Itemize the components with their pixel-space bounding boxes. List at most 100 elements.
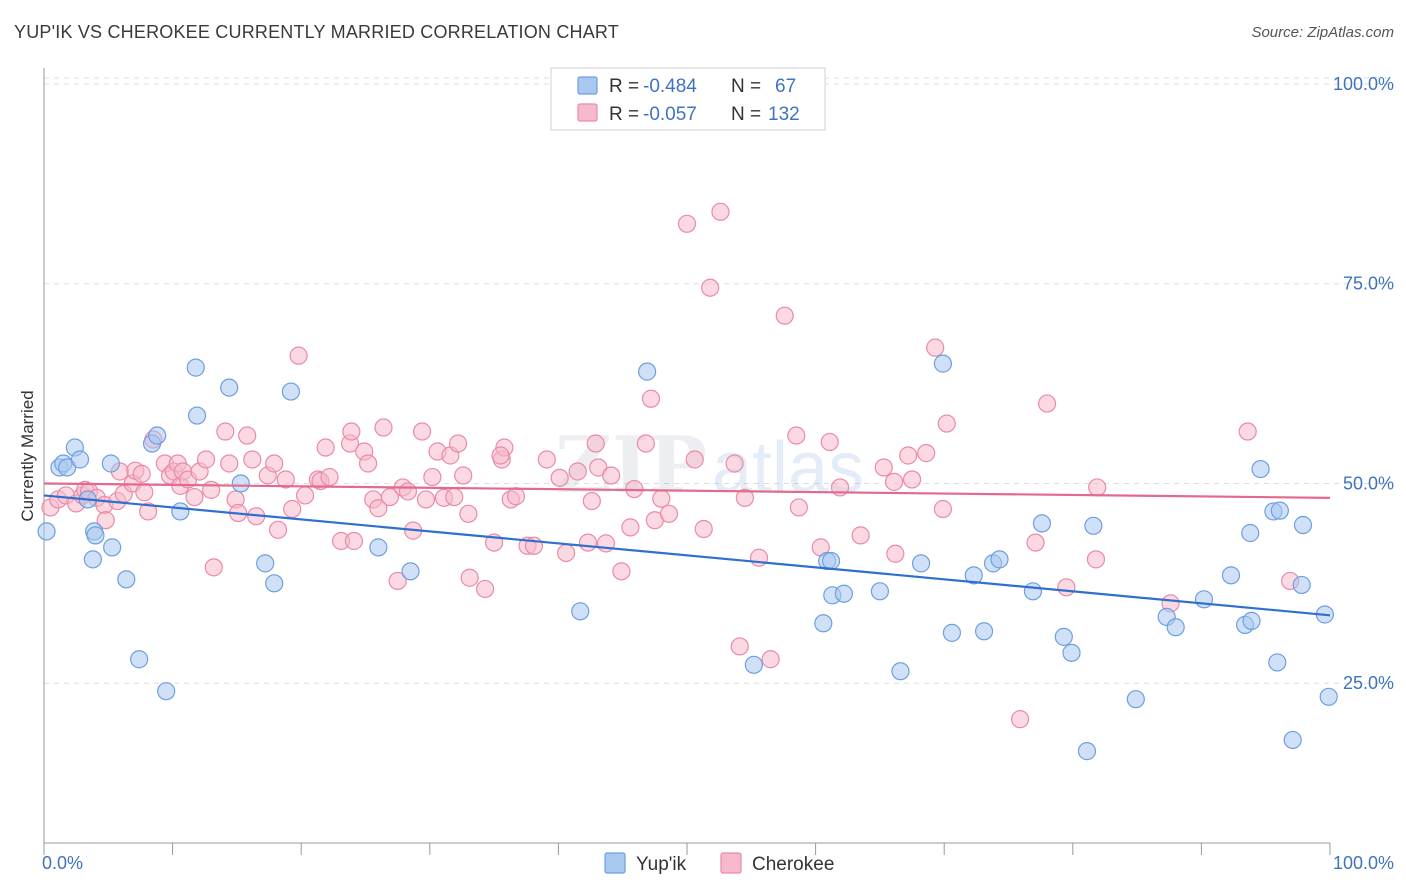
cherokee-point-56	[369, 499, 388, 518]
cherokee-point-61	[398, 482, 418, 501]
cherokee-point-103	[694, 519, 713, 539]
y-tick-label-1: 50.0%	[1343, 473, 1394, 493]
cherokee-point-108	[735, 488, 754, 507]
yupik-point-43	[990, 550, 1009, 569]
cherokee-point-131	[1086, 550, 1106, 569]
cherokee-point-86	[568, 462, 587, 481]
yupik-point-36	[891, 662, 910, 681]
chart-title: YUP'IK VS CHEROKEE CURRENTLY MARRIED COR…	[14, 22, 620, 42]
cherokee-point-17	[139, 502, 158, 521]
yupik-point-23	[265, 574, 284, 593]
cherokee-point-107	[730, 637, 749, 656]
yupik-point-54	[1221, 566, 1241, 585]
yupik-point-21	[231, 474, 250, 493]
cherokee-point-29	[202, 480, 221, 499]
bottom-legend: Yup'ik Cherokee	[604, 852, 834, 875]
yupik-point-50	[1126, 690, 1145, 709]
cherokee-point-111	[775, 306, 794, 325]
cherokee-point-78	[491, 446, 510, 465]
yupik-point-19	[187, 406, 207, 425]
legend-n-label-cherokee: N =	[731, 104, 761, 125]
cherokee-point-72	[459, 504, 478, 523]
cherokee-point-65	[423, 467, 442, 487]
yupik-point-40	[964, 566, 983, 585]
cherokee-point-51	[342, 422, 361, 441]
yupik-point-37	[911, 554, 931, 573]
cherokee-point-41	[276, 470, 295, 489]
yupik-point-41	[974, 622, 994, 641]
cherokee-point-43	[289, 346, 308, 365]
cherokee-point-132	[1088, 478, 1107, 497]
cherokee-point-122	[902, 470, 922, 489]
cherokee-point-102	[685, 450, 704, 469]
legend-r-label-cherokee: R =	[609, 104, 639, 125]
cherokee-point-125	[933, 499, 953, 519]
yupik-point-27	[571, 602, 590, 621]
cherokee-point-48	[320, 467, 339, 487]
cherokee-point-84	[557, 543, 576, 563]
yupik-point-17	[171, 502, 190, 521]
yupik-point-0	[37, 522, 56, 541]
cherokee-point-47	[316, 438, 335, 457]
legend-row-cherokee: R = -0.057 N = 132	[609, 104, 800, 125]
yupik-point-45	[1032, 514, 1052, 533]
cherokee-point-15	[132, 464, 151, 483]
cherokee-point-64	[416, 490, 436, 509]
yupik-points	[37, 354, 1338, 761]
cherokee-point-73	[460, 568, 479, 587]
yupik-point-24	[281, 382, 301, 401]
yupik-point-9	[86, 526, 105, 545]
cherokee-point-123	[917, 444, 936, 463]
yupik-point-28	[638, 362, 657, 381]
cherokee-point-59	[388, 571, 407, 591]
cherokee-point-126	[937, 414, 956, 433]
cherokee-point-118	[874, 458, 893, 477]
yupik-point-16	[157, 682, 176, 701]
cherokee-point-128	[1026, 533, 1045, 552]
cherokee-point-113	[789, 498, 808, 517]
yupik-point-47	[1062, 643, 1081, 662]
cherokee-point-16	[135, 483, 154, 502]
bottom-legend-label-cherokee: Cherokee	[752, 854, 834, 875]
yupik-point-25	[369, 538, 388, 557]
cherokee-point-57	[374, 418, 393, 437]
legend-r-label-yupik: R =	[609, 76, 639, 97]
bottom-legend-label-yupik: Yup'ik	[636, 854, 687, 875]
cherokee-point-130	[1057, 578, 1076, 597]
cherokee-point-119	[884, 472, 904, 491]
cherokee-point-80	[506, 487, 526, 506]
yupik-point-56	[1242, 611, 1261, 630]
legend-n-label-yupik: N =	[731, 76, 761, 97]
yupik-point-31	[814, 614, 833, 633]
cherokee-point-39	[265, 454, 284, 473]
cherokee-point-26	[185, 487, 204, 507]
cherokee-point-42	[283, 499, 302, 519]
yupik-point-8	[83, 550, 102, 569]
yupik-point-38	[933, 354, 953, 373]
legend-row-yupik: R = -0.484 N = 67	[609, 76, 796, 97]
cherokee-point-30	[204, 558, 223, 577]
legend-n-value-cherokee: 132	[768, 104, 800, 125]
x-tick-label-min: 0.0%	[42, 853, 83, 873]
yupik-point-60	[1270, 501, 1289, 520]
yupik-point-22	[256, 554, 275, 573]
x-axis-ticks	[43, 843, 1331, 855]
cherokee-point-115	[820, 432, 839, 452]
cherokee-point-83	[537, 450, 556, 469]
cherokee-point-134	[1238, 422, 1257, 441]
yupik-point-11	[103, 538, 122, 557]
cherokee-point-96	[636, 434, 655, 453]
bottom-legend-swatch-cherokee	[720, 852, 742, 874]
cherokee-point-31	[216, 422, 235, 441]
cherokee-point-63	[412, 422, 432, 441]
cherokee-point-88	[578, 533, 598, 552]
yupik-point-18	[186, 358, 205, 377]
cherokee-point-117	[851, 526, 870, 545]
top-legend: R = -0.484 N = 67 R = -0.057 N = 132	[550, 67, 826, 131]
y-tick-label-0: 25.0%	[1343, 673, 1394, 693]
cherokee-point-97	[641, 389, 661, 408]
legend-r-value-cherokee: -0.057	[643, 104, 697, 125]
gridlines	[44, 77, 1394, 684]
yupik-point-46	[1054, 627, 1073, 646]
cherokee-point-129	[1037, 394, 1057, 413]
